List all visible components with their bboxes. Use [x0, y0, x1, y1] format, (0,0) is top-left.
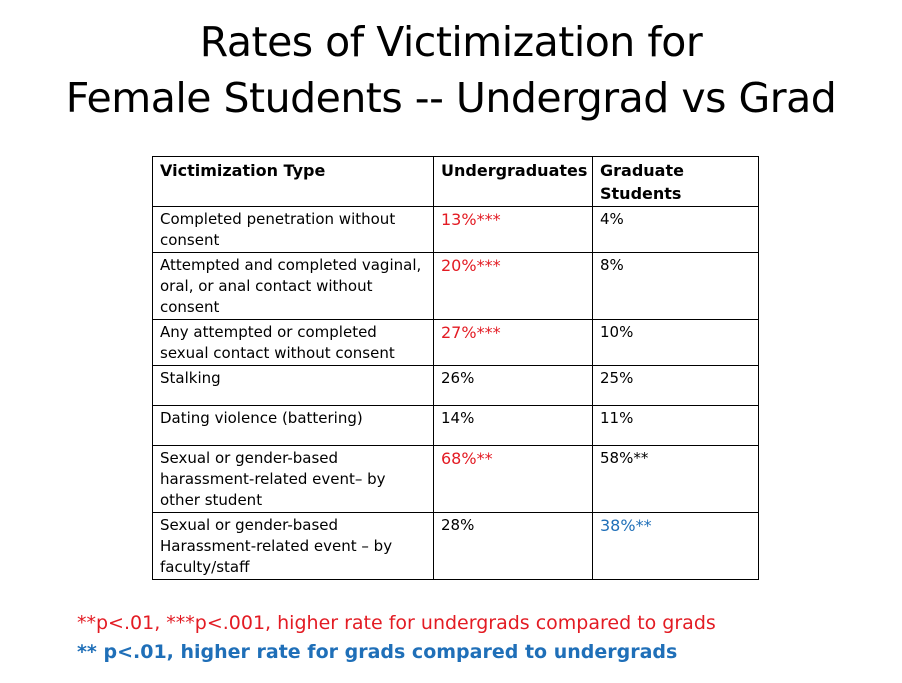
header-victimization-type: Victimization Type — [152, 156, 434, 207]
cell-undergrad: 13%*** — [433, 206, 593, 253]
slide-title: Rates of Victimization for Female Studen… — [0, 14, 902, 126]
cell-grad: 4% — [592, 206, 759, 253]
cell-grad: 10% — [592, 319, 759, 366]
cell-undergrad: 20%*** — [433, 252, 593, 320]
cell-grad: 11% — [592, 405, 759, 446]
footnote-blue: ** p<.01, higher rate for grads compared… — [77, 641, 678, 663]
cell-type: Attempted and completed vaginal, oral, o… — [152, 252, 434, 320]
cell-type: Completed penetration without consent — [152, 206, 434, 253]
cell-undergrad: 14% — [433, 405, 593, 446]
cell-type: Any attempted or completed sexual contac… — [152, 319, 434, 366]
cell-grad: 8% — [592, 252, 759, 320]
table-row: Stalking 26% 25% — [152, 365, 759, 406]
footnote-red: **p<.01, ***p<.001, higher rate for unde… — [77, 612, 716, 634]
table-row: Completed penetration without consent 13… — [152, 206, 759, 253]
victimization-table: Victimization Type Undergraduates Gradua… — [152, 156, 759, 580]
header-undergraduates: Undergraduates — [433, 156, 593, 207]
cell-type: Sexual or gender-based harassment-relate… — [152, 445, 434, 513]
table-row: Dating violence (battering) 14% 11% — [152, 405, 759, 446]
header-graduate-students: Graduate Students — [592, 156, 759, 207]
table-row: Any attempted or completed sexual contac… — [152, 319, 759, 366]
table-row: Sexual or gender-based Harassment-relate… — [152, 512, 759, 580]
cell-type: Dating violence (battering) — [152, 405, 434, 446]
cell-grad: 58%** — [592, 445, 759, 513]
cell-grad: 25% — [592, 365, 759, 406]
cell-undergrad: 68%** — [433, 445, 593, 513]
cell-type: Stalking — [152, 365, 434, 406]
table-row: Sexual or gender-based harassment-relate… — [152, 445, 759, 513]
title-line-2: Female Students -- Undergrad vs Grad — [65, 74, 837, 122]
cell-undergrad: 27%*** — [433, 319, 593, 366]
table-header-row: Victimization Type Undergraduates Gradua… — [152, 156, 759, 207]
table-row: Attempted and completed vaginal, oral, o… — [152, 252, 759, 320]
cell-undergrad: 26% — [433, 365, 593, 406]
title-line-1: Rates of Victimization for — [199, 18, 703, 66]
cell-type: Sexual or gender-based Harassment-relate… — [152, 512, 434, 580]
cell-undergrad: 28% — [433, 512, 593, 580]
cell-grad: 38%** — [592, 512, 759, 580]
